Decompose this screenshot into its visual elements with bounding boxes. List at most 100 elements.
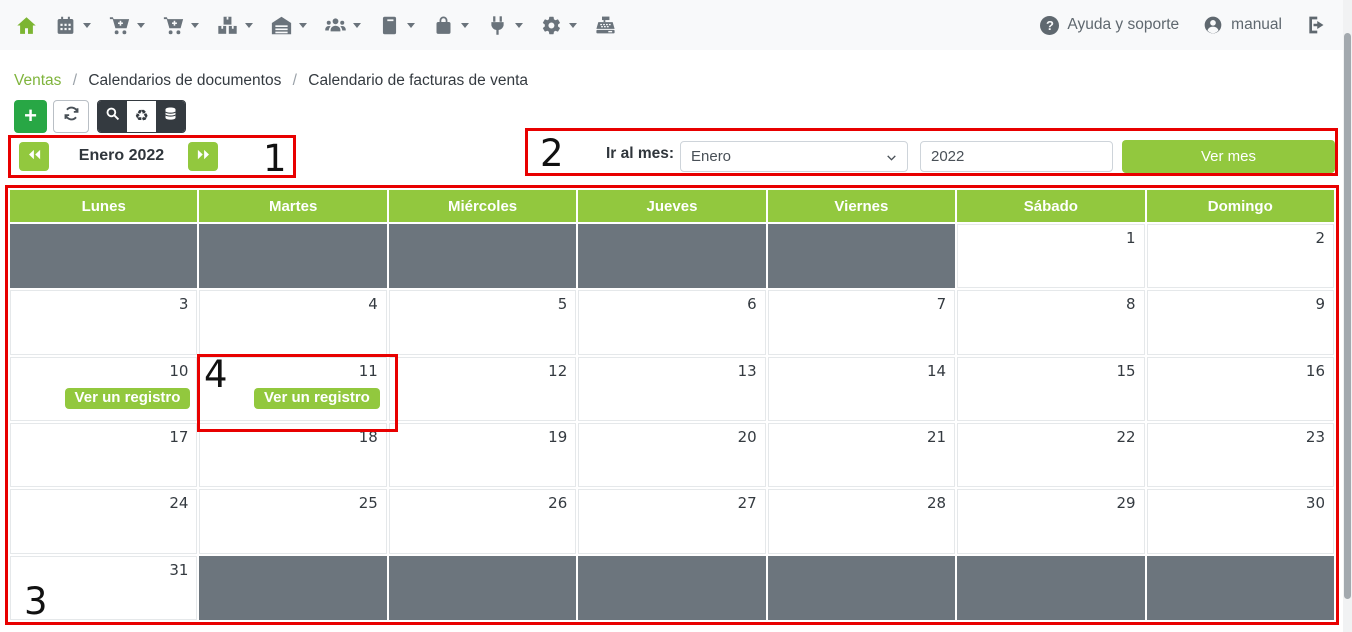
calendar-day-cell: 20 [578,422,766,488]
calendar-day-cell: 1 [957,224,1145,289]
calendar-day-cell: 30 [1146,489,1334,554]
calendar-day-cell: 25 [199,489,387,554]
search-button[interactable] [98,100,127,132]
nav-menu-item-10[interactable] [539,13,579,38]
logout-button[interactable] [1306,15,1326,35]
plug-icon [487,15,508,36]
day-number: 27 [737,494,757,513]
day-number: 18 [358,427,378,446]
calendar-day-cell [388,224,577,289]
calendar-day-cell: 11 Ver un registro [199,356,387,421]
day-number: 1 [1125,229,1136,247]
refresh-button[interactable] [53,99,89,133]
calendar-day-cell: 6 [578,290,766,355]
day-number: 4 [368,295,378,314]
nav-menu-item-3[interactable] [161,13,201,38]
calendar-day-cell: 2 [1146,224,1334,289]
shopping-bag-icon [433,15,454,36]
calendar-icon [55,15,76,36]
calendar-day-cell [957,555,1145,620]
scrollbar-track[interactable] [1343,0,1352,632]
nav-menu-item-8[interactable] [431,13,471,38]
calendar-day-cell: 21 [767,422,956,488]
calendar-table: Lunes Martes Miércoles Jueves Viernes Sábado D… [8,188,1336,622]
view-month-button[interactable]: Ver mes [1122,140,1335,173]
calendar-day-cell: 3 [10,290,198,355]
day-number: 21 [927,427,947,446]
goto-month-label: Ir al mes: [606,145,675,162]
day-number: 2 [1315,229,1325,247]
nav-menu-item-5[interactable] [269,13,309,38]
nav-menu-item-9[interactable] [485,13,525,38]
calendar-day-cell [1146,555,1334,620]
caret-down-icon [299,22,307,28]
nav-menu-item-1[interactable] [53,13,93,38]
caret-down-icon [137,22,145,28]
calendar-day-cell: 10 Ver un registro [10,356,198,421]
calendar-day-cell: 26 [388,489,577,554]
cart-plus-icon [109,15,130,36]
day-number: 11 [358,361,378,380]
top-navbar: ? Ayuda y soporte manual [0,0,1352,50]
calendar-day-cell [767,555,956,620]
calendar-day-cell: 4 [199,290,387,355]
calendar-day-cell: 23 [1146,422,1334,488]
calendar-day-cell: 27 [578,489,766,554]
calendar-day-cell: 22 [957,422,1145,488]
calendar-day-cell: 15 [957,356,1145,421]
calendar-body: 1 2 3 4 5 6 7 8 9 10 Ver un registro 11 Ver un regis… [10,224,1334,620]
calendar-day-cell [199,224,387,289]
day-number: 30 [1305,494,1325,513]
navbar-menu [14,13,618,38]
recycle-button[interactable]: ♻ [127,100,156,132]
sign-out-icon [1306,15,1326,35]
search-icon [105,106,120,126]
navbar-right: ? Ayuda y soporte manual [1040,15,1326,35]
add-button[interactable]: + [14,99,47,133]
action-toolbar: + ♻ [14,99,186,133]
nav-menu-item-7[interactable] [377,13,417,38]
nav-menu-item-4[interactable] [215,13,255,38]
calendar-day-cell: 29 [957,489,1145,554]
database-button[interactable] [156,100,185,132]
refresh-icon [63,105,80,127]
weekday-header: Sábado [957,190,1145,222]
nav-menu-item-6[interactable] [323,13,363,38]
current-month-label: Enero 2022 [78,147,165,164]
calendar-day-cell [578,224,766,289]
day-number: 10 [169,361,189,380]
scrollbar-thumb[interactable] [1344,33,1351,599]
nav-menu-item-0[interactable] [14,13,39,38]
weekday-header: Martes [199,190,387,222]
calendar-day-cell: 8 [957,290,1145,355]
home-icon [16,15,37,36]
calendar-day-cell: 19 [388,422,577,488]
day-number: 16 [1305,361,1325,380]
view-record-badge[interactable]: Ver un registro [64,387,191,409]
breadcrumb-ventas[interactable]: Ventas [14,72,62,89]
view-record-badge[interactable]: Ver un registro [253,387,380,409]
day-number: 24 [169,494,189,513]
user-menu[interactable]: manual [1203,15,1282,35]
day-number: 12 [548,361,568,380]
help-label: Ayuda y soporte [1067,16,1180,33]
annotation-3: 3 [24,580,48,623]
nav-menu-item-2[interactable] [107,13,147,38]
caret-down-icon [407,22,415,28]
day-number: 28 [927,494,947,513]
breadcrumb: Ventas / Calendarios de documentos / Cal… [14,72,529,89]
next-month-button[interactable] [188,142,218,171]
prev-month-button[interactable] [19,142,49,171]
month-select[interactable]: Enero [680,141,908,172]
year-input[interactable] [920,141,1113,172]
database-icon [163,106,178,126]
nav-menu-item-11[interactable] [593,13,618,38]
cash-register-icon [595,15,616,36]
annotation-2: 2 [540,132,564,175]
day-number: 9 [1315,295,1325,314]
help-link[interactable]: ? Ayuda y soporte [1040,15,1180,35]
weekday-header: Viernes [767,190,956,222]
day-number: 8 [1125,295,1136,314]
breadcrumb-current: Calendario de facturas de venta [308,72,529,89]
month-nav: Enero 2022 1 [8,135,296,178]
